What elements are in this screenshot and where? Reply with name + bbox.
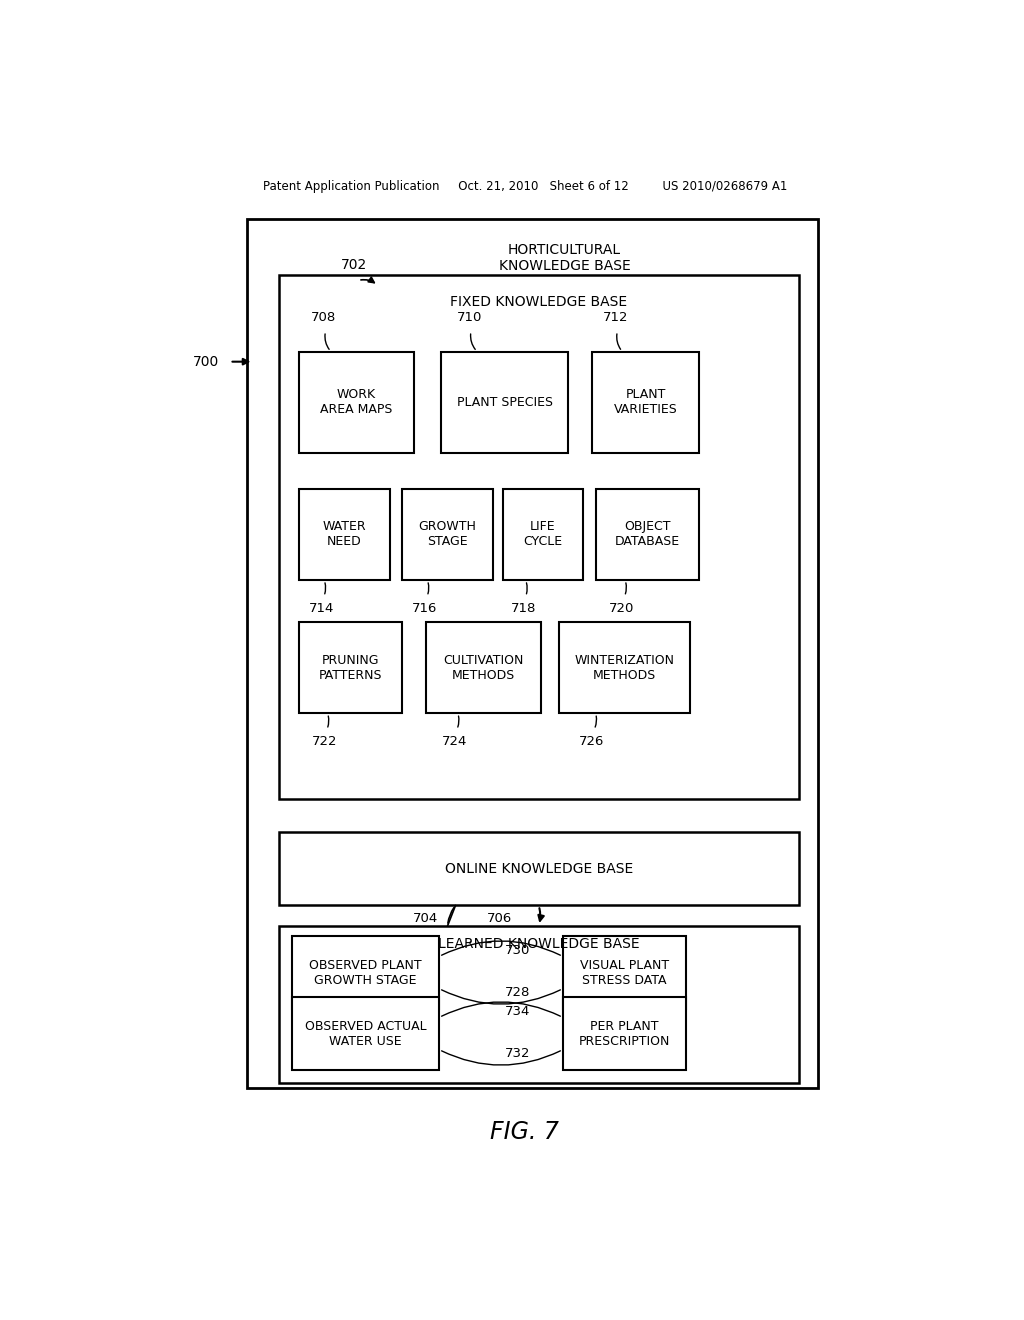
Text: 702: 702 bbox=[341, 259, 368, 272]
Text: 712: 712 bbox=[603, 312, 629, 325]
Bar bbox=[504, 488, 583, 581]
Text: 728: 728 bbox=[505, 986, 530, 999]
Text: GROWTH
STAGE: GROWTH STAGE bbox=[419, 520, 476, 549]
Bar bbox=[279, 276, 799, 799]
Text: 704: 704 bbox=[413, 912, 438, 925]
Bar bbox=[279, 833, 799, 906]
Text: LEARNED KNOWLEDGE BASE: LEARNED KNOWLEDGE BASE bbox=[438, 937, 640, 952]
Bar bbox=[299, 488, 390, 581]
Text: CULTIVATION
METHODS: CULTIVATION METHODS bbox=[443, 653, 523, 681]
Bar bbox=[279, 925, 799, 1084]
Text: 734: 734 bbox=[505, 1005, 530, 1018]
Bar bbox=[426, 622, 541, 713]
Bar bbox=[563, 936, 686, 1008]
Text: 708: 708 bbox=[311, 312, 337, 325]
Text: 700: 700 bbox=[193, 355, 219, 368]
Text: VISUAL PLANT
STRESS DATA: VISUAL PLANT STRESS DATA bbox=[580, 958, 669, 986]
Text: 730: 730 bbox=[505, 944, 530, 957]
Text: 714: 714 bbox=[309, 602, 334, 615]
Text: 718: 718 bbox=[511, 602, 536, 615]
Bar bbox=[292, 936, 439, 1008]
Text: 726: 726 bbox=[579, 735, 604, 748]
Text: OBSERVED PLANT
GROWTH STAGE: OBSERVED PLANT GROWTH STAGE bbox=[309, 958, 422, 986]
Text: 716: 716 bbox=[412, 602, 437, 615]
Text: FIG. 7: FIG. 7 bbox=[490, 1121, 559, 1144]
Text: PRUNING
PATTERNS: PRUNING PATTERNS bbox=[318, 653, 382, 681]
Bar bbox=[559, 622, 690, 713]
Text: 724: 724 bbox=[441, 735, 467, 748]
Bar bbox=[563, 997, 686, 1071]
Text: HORTICULTURAL
KNOWLEDGE BASE: HORTICULTURAL KNOWLEDGE BASE bbox=[499, 243, 631, 273]
Text: OBJECT
DATABASE: OBJECT DATABASE bbox=[615, 520, 680, 549]
Text: OBSERVED ACTUAL
WATER USE: OBSERVED ACTUAL WATER USE bbox=[305, 1019, 426, 1048]
Text: LIFE
CYCLE: LIFE CYCLE bbox=[523, 520, 562, 549]
Text: WINTERIZATION
METHODS: WINTERIZATION METHODS bbox=[574, 653, 675, 681]
Bar bbox=[247, 219, 818, 1089]
Text: 720: 720 bbox=[609, 602, 635, 615]
Bar bbox=[299, 622, 401, 713]
Text: ONLINE KNOWLEDGE BASE: ONLINE KNOWLEDGE BASE bbox=[444, 862, 633, 876]
Text: FIXED KNOWLEDGE BASE: FIXED KNOWLEDGE BASE bbox=[451, 294, 628, 309]
Text: WATER
NEED: WATER NEED bbox=[323, 520, 366, 549]
Bar bbox=[592, 351, 699, 453]
Text: PLANT
VARIETIES: PLANT VARIETIES bbox=[614, 388, 678, 416]
Bar bbox=[292, 997, 439, 1071]
Text: WORK
AREA MAPS: WORK AREA MAPS bbox=[319, 388, 392, 416]
Text: 710: 710 bbox=[457, 312, 482, 325]
Bar bbox=[299, 351, 414, 453]
Text: 732: 732 bbox=[505, 1047, 530, 1060]
Bar bbox=[596, 488, 699, 581]
Bar bbox=[401, 488, 494, 581]
Text: 722: 722 bbox=[311, 735, 337, 748]
Text: PLANT SPECIES: PLANT SPECIES bbox=[457, 396, 553, 409]
Bar bbox=[441, 351, 568, 453]
Text: PER PLANT
PRESCRIPTION: PER PLANT PRESCRIPTION bbox=[579, 1019, 670, 1048]
Text: Patent Application Publication     Oct. 21, 2010   Sheet 6 of 12         US 2010: Patent Application Publication Oct. 21, … bbox=[262, 181, 787, 193]
Text: 706: 706 bbox=[486, 912, 512, 925]
